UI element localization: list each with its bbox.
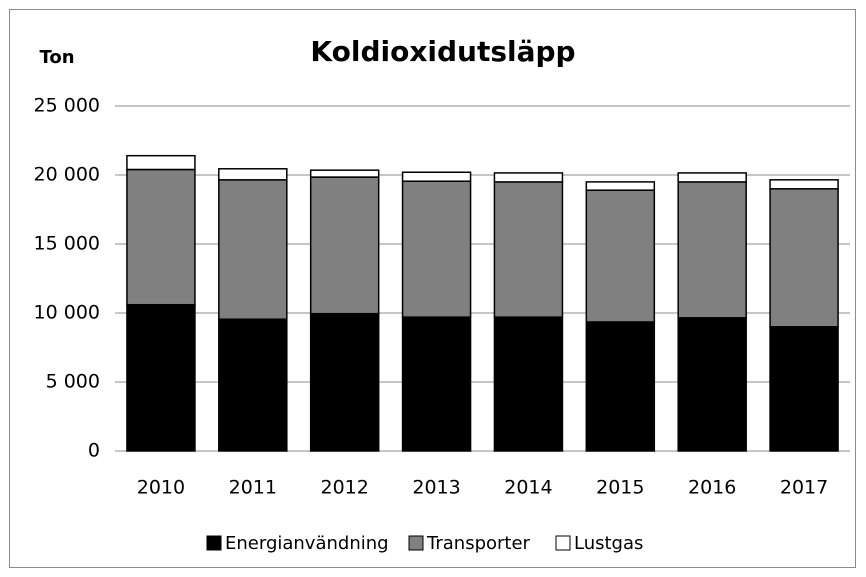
legend-swatch [408,535,424,551]
y-tick-label: 20 000 [34,164,100,186]
y-tick-label: 25 000 [34,95,100,117]
chart-title: Koldioxidutsläpp [310,35,575,68]
legend-label: Lustgas [574,533,643,554]
bar-segment [218,318,288,452]
x-tick-label: 2013 [412,477,460,499]
x-tick-label: 2012 [321,477,369,499]
bar-segment [218,168,288,181]
bar-segment [126,303,196,452]
bar-segment [218,179,288,320]
x-tick-label: 2017 [780,477,828,499]
bar-segment [126,154,196,171]
y-tick-label: 10 000 [34,302,100,324]
bar-segment [677,181,747,319]
y-axis-label: Ton [39,47,74,68]
bar-segment [493,172,564,183]
bar-segment [401,171,472,182]
x-tick-label: 2015 [596,477,644,499]
bar-segment [677,317,747,452]
bar-segment [493,181,564,318]
x-tick-label: 2010 [137,477,185,499]
bar-segment [493,316,564,452]
bar-segment [585,321,656,452]
legend-label: Energianvändning [225,533,389,554]
bar-segment [769,326,839,452]
bar-segment [309,176,380,315]
x-tick-label: 2011 [229,477,277,499]
bar-segment [769,179,839,190]
y-tick-label: 0 [88,440,100,462]
bar-segment [401,316,472,452]
y-tick-label: 15 000 [34,233,100,255]
bar-segment [126,168,196,306]
x-tick-label: 2014 [504,477,552,499]
bar-segment [401,180,472,318]
x-tick-label: 2016 [688,477,736,499]
bar-segment [769,188,839,328]
legend-swatch [555,535,571,551]
bar-segment [585,181,656,191]
bar-segment [585,189,656,323]
bar-segment [677,172,747,183]
bar-segment [309,169,380,178]
legend-swatch [206,535,222,551]
legend-label: Transporter [426,533,531,554]
y-tick-label: 5 000 [46,371,100,393]
bar-segment [309,312,380,452]
